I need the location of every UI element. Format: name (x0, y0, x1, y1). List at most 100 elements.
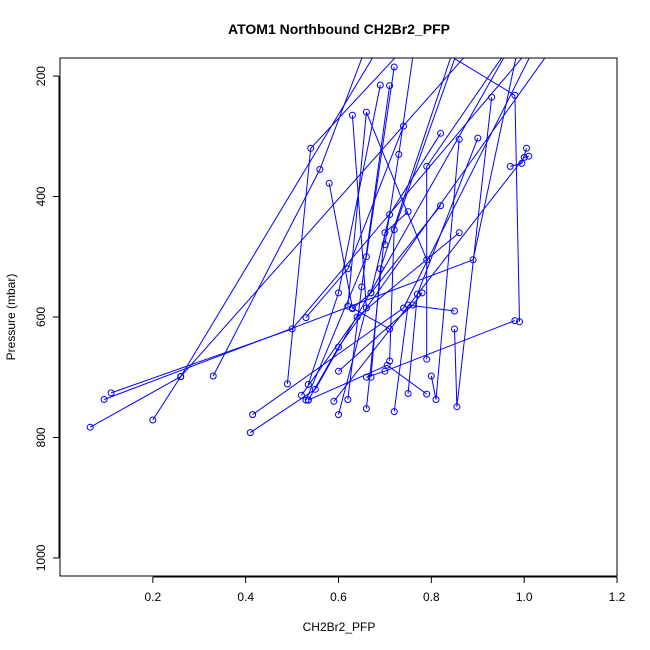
data-point (516, 318, 523, 326)
series-line (389, 58, 456, 362)
plot-area (86, 16, 550, 437)
series-line (307, 58, 546, 401)
data-point (432, 396, 440, 403)
data-point (330, 397, 338, 405)
data-point (107, 389, 115, 397)
series-line (308, 364, 427, 401)
data-point (386, 357, 394, 365)
data-point (544, 25, 550, 31)
series-line (286, 58, 396, 384)
series-line (384, 58, 414, 245)
y-tick-label: 400 (34, 186, 48, 206)
data-point (177, 373, 185, 381)
data-point (304, 396, 312, 404)
data-point (335, 367, 342, 375)
data-point (362, 405, 370, 413)
series-line (347, 85, 391, 400)
data-point (423, 162, 431, 170)
data-point (386, 82, 394, 90)
data-point (316, 165, 324, 173)
y-tick-label: 800 (34, 427, 48, 447)
series-line (305, 66, 395, 401)
data-point (456, 43, 462, 49)
data-point (395, 150, 403, 158)
data-point (249, 411, 257, 419)
data-point (297, 391, 305, 399)
data-point (86, 423, 94, 431)
data-point (100, 396, 108, 403)
series-line (110, 58, 523, 394)
data-point (283, 380, 291, 388)
series-line (452, 58, 520, 322)
data-point (453, 403, 461, 411)
series-line (305, 125, 404, 318)
series-line (252, 58, 530, 416)
data-point (335, 411, 342, 419)
data-point (362, 373, 370, 381)
data-point (304, 381, 312, 388)
series-line (103, 58, 517, 400)
data-point (423, 355, 431, 363)
data-point (381, 241, 389, 249)
series-line (152, 58, 465, 421)
series-line (393, 304, 455, 412)
series-line (212, 58, 363, 377)
data-point (404, 301, 412, 309)
data-point (523, 144, 530, 152)
data-point (511, 317, 519, 325)
data-point (348, 111, 356, 119)
data-point (302, 314, 310, 322)
data-point (455, 229, 463, 237)
series-line (370, 58, 452, 378)
series-line (430, 139, 460, 400)
data-point (452, 43, 458, 49)
data-point (413, 290, 421, 298)
data-point (376, 81, 384, 89)
x-tick-label: 0.4 (237, 590, 254, 604)
data-point (348, 305, 356, 313)
data-point (521, 16, 527, 22)
x-tick-label: 1.0 (516, 590, 533, 604)
data-point (451, 325, 458, 333)
series-line (347, 112, 428, 307)
data-point (455, 135, 463, 143)
y-axis-label: Pressure (mbar) (4, 274, 18, 361)
data-point (474, 134, 482, 142)
data-point (521, 19, 527, 25)
series-line (510, 148, 527, 167)
data-point (437, 202, 445, 210)
data-point (423, 390, 431, 398)
series-line (338, 292, 423, 372)
x-tick-label: 1.2 (609, 590, 626, 604)
data-point (488, 93, 496, 101)
series-line (454, 97, 493, 407)
data-point (362, 108, 370, 116)
data-point (353, 313, 361, 321)
y-tick-label: 600 (34, 307, 48, 327)
data-point (344, 396, 352, 403)
y-axis: 200 400 600 800 1000 (34, 66, 60, 571)
x-axis: 0.2 0.4 0.6 0.8 1.0 1.2 (144, 576, 626, 604)
x-axis-label: CH2Br2_PFP (303, 620, 376, 634)
series-line (307, 85, 381, 385)
data-point (418, 289, 426, 297)
data-point (390, 63, 398, 71)
data-point (307, 144, 315, 152)
data-point (209, 372, 217, 380)
data-point (390, 408, 398, 416)
series-line (250, 58, 505, 434)
series-line (89, 58, 374, 428)
data-point (427, 372, 435, 380)
series-line (426, 58, 503, 360)
y-tick-label: 1000 (34, 544, 48, 571)
plot-frame (59, 57, 618, 577)
x-tick-label: 0.8 (423, 590, 440, 604)
data-point (335, 289, 342, 297)
data-point (381, 367, 389, 375)
data-point (525, 152, 533, 160)
data-point (506, 162, 514, 170)
series-line (366, 320, 516, 378)
data-point (390, 226, 398, 234)
data-point (544, 19, 550, 25)
